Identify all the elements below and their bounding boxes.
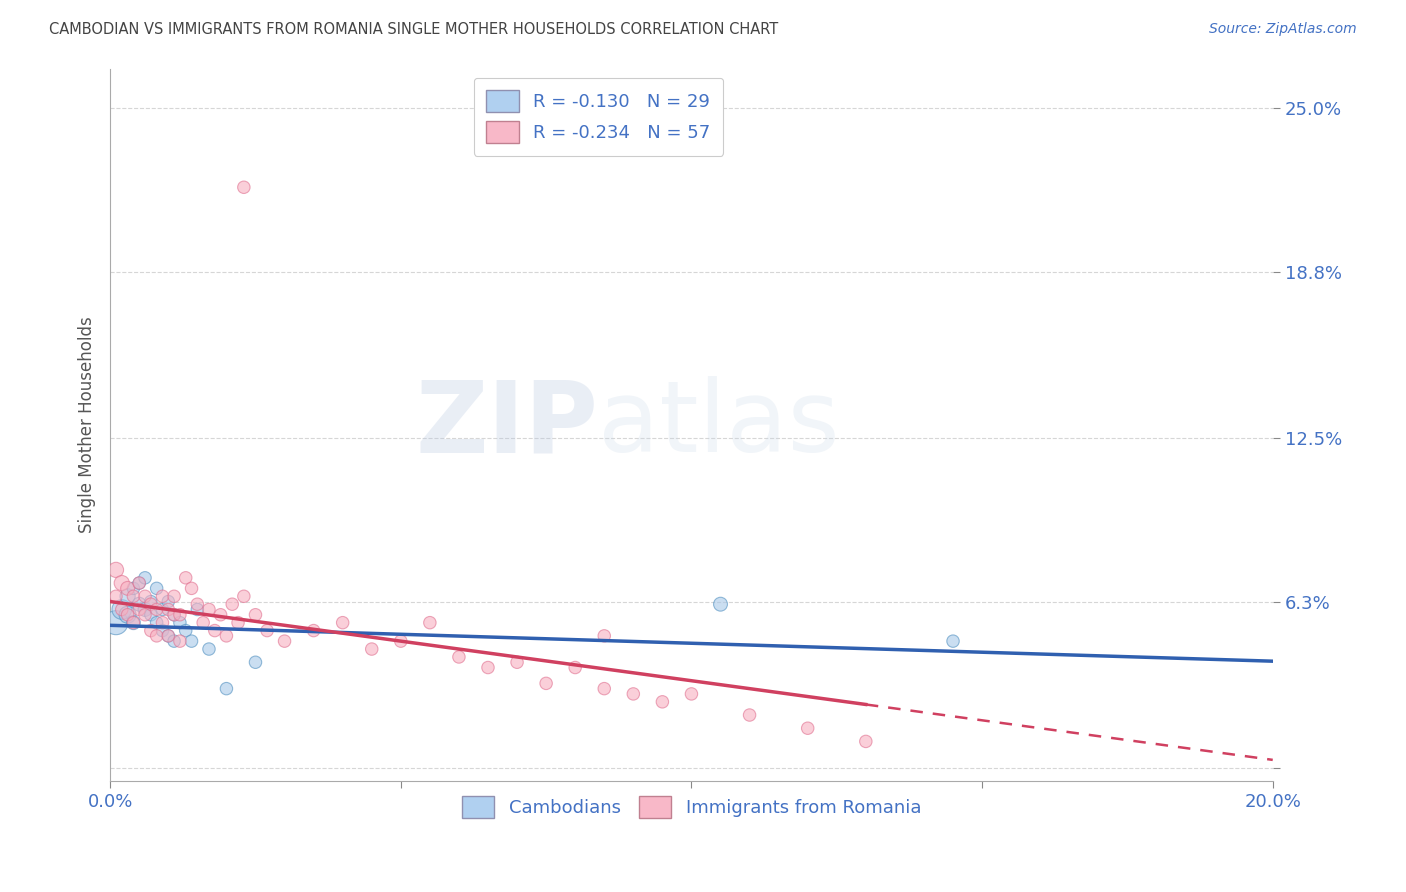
Point: [122, 589, 145, 603]
Point: [157, 629, 180, 643]
Point: [215, 681, 238, 696]
Point: [134, 602, 156, 616]
Point: [157, 629, 180, 643]
Point: [477, 660, 499, 674]
Point: [152, 602, 174, 616]
Point: [145, 615, 167, 630]
Text: ZIP: ZIP: [416, 376, 599, 474]
Point: [256, 624, 278, 638]
Point: [157, 594, 180, 608]
Point: [145, 602, 167, 616]
Point: [506, 655, 529, 669]
Point: [169, 607, 191, 622]
Point: [117, 607, 139, 622]
Point: [122, 615, 145, 630]
Point: [169, 634, 191, 648]
Point: [174, 571, 197, 585]
Point: [134, 607, 156, 622]
Point: [191, 615, 214, 630]
Point: [221, 597, 243, 611]
Point: [128, 597, 150, 611]
Point: [215, 629, 238, 643]
Point: [360, 642, 382, 657]
Point: [621, 687, 644, 701]
Point: [245, 655, 267, 669]
Point: [152, 615, 174, 630]
Point: [738, 708, 761, 723]
Point: [232, 180, 254, 194]
Point: [564, 660, 586, 674]
Point: [152, 589, 174, 603]
Point: [302, 624, 325, 638]
Point: [447, 650, 470, 665]
Point: [111, 576, 134, 591]
Point: [593, 681, 616, 696]
Point: [204, 624, 226, 638]
Point: [169, 615, 191, 630]
Point: [942, 634, 965, 648]
Point: [104, 563, 127, 577]
Point: [163, 634, 186, 648]
Point: [139, 607, 162, 622]
Point: [593, 629, 616, 643]
Point: [180, 582, 202, 596]
Point: [117, 607, 139, 622]
Point: [128, 576, 150, 591]
Point: [139, 624, 162, 638]
Point: [163, 607, 186, 622]
Point: [163, 607, 186, 622]
Point: [332, 615, 354, 630]
Point: [796, 721, 818, 735]
Point: [681, 687, 703, 701]
Point: [186, 602, 208, 616]
Point: [186, 597, 208, 611]
Point: [198, 602, 221, 616]
Text: atlas: atlas: [599, 376, 839, 474]
Y-axis label: Single Mother Households: Single Mother Households: [79, 317, 96, 533]
Point: [111, 602, 134, 616]
Text: Source: ZipAtlas.com: Source: ZipAtlas.com: [1209, 22, 1357, 37]
Point: [152, 624, 174, 638]
Point: [209, 607, 232, 622]
Point: [139, 597, 162, 611]
Point: [709, 597, 731, 611]
Point: [117, 589, 139, 603]
Point: [419, 615, 441, 630]
Point: [111, 602, 134, 616]
Point: [122, 615, 145, 630]
Point: [134, 571, 156, 585]
Point: [273, 634, 295, 648]
Point: [163, 589, 186, 603]
Text: CAMBODIAN VS IMMIGRANTS FROM ROMANIA SINGLE MOTHER HOUSEHOLDS CORRELATION CHART: CAMBODIAN VS IMMIGRANTS FROM ROMANIA SIN…: [49, 22, 779, 37]
Point: [245, 607, 267, 622]
Point: [117, 582, 139, 596]
Point: [180, 634, 202, 648]
Point: [122, 582, 145, 596]
Point: [128, 602, 150, 616]
Point: [139, 594, 162, 608]
Legend: Cambodians, Immigrants from Romania: Cambodians, Immigrants from Romania: [454, 789, 928, 825]
Point: [174, 624, 197, 638]
Point: [226, 615, 249, 630]
Point: [198, 642, 221, 657]
Point: [128, 576, 150, 591]
Point: [534, 676, 557, 690]
Point: [145, 582, 167, 596]
Point: [855, 734, 877, 748]
Point: [104, 615, 127, 630]
Point: [651, 695, 673, 709]
Point: [145, 629, 167, 643]
Point: [104, 589, 127, 603]
Point: [134, 589, 156, 603]
Point: [232, 589, 254, 603]
Point: [389, 634, 412, 648]
Point: [157, 602, 180, 616]
